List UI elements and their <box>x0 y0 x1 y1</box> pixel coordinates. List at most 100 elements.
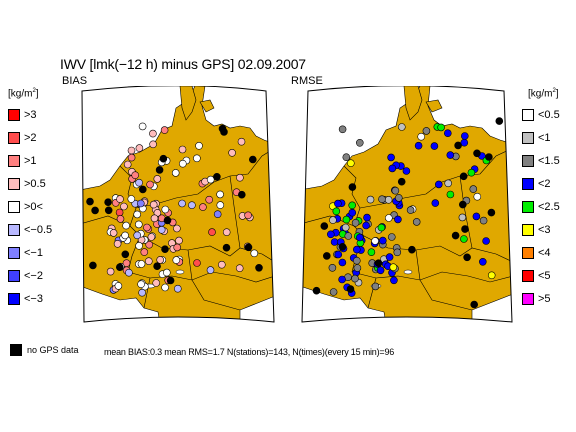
no-data-station-marker <box>255 264 263 272</box>
station-marker <box>346 159 355 167</box>
station-marker <box>152 279 160 287</box>
station-marker <box>216 190 224 199</box>
unit-label-left: [kg/m2] <box>8 88 39 100</box>
no-data-station-marker <box>322 252 331 260</box>
no-data-station-marker <box>244 243 253 252</box>
station-marker <box>351 274 359 283</box>
bias-legend-swatch <box>8 224 20 236</box>
no-data-station-marker <box>138 185 147 194</box>
no-data-station-marker <box>222 243 231 252</box>
rmse-legend-item: <2 <box>522 177 551 191</box>
station-marker <box>388 164 397 173</box>
station-marker <box>402 167 411 175</box>
station-marker <box>338 258 347 267</box>
no-data-station-marker <box>153 262 161 270</box>
rmse-map <box>301 86 513 323</box>
bias-legend-swatch <box>8 293 20 305</box>
station-marker <box>467 168 476 177</box>
station-marker <box>193 259 201 267</box>
bias-legend-item: >1 <box>8 154 37 168</box>
station-marker <box>218 260 226 269</box>
bias-legend-swatch <box>8 270 20 282</box>
bias-legend-label: <−3 <box>24 293 43 305</box>
station-marker <box>385 214 393 222</box>
no-data-station-marker <box>104 198 112 206</box>
station-marker <box>121 231 129 240</box>
no-data-station-marker <box>408 245 416 254</box>
bias-legend-swatch <box>8 178 20 190</box>
no-data-station-marker <box>459 172 468 181</box>
station-marker <box>371 237 379 245</box>
station-marker <box>431 199 440 207</box>
station-marker <box>216 201 225 209</box>
station-marker <box>149 140 157 149</box>
station-marker <box>174 284 182 293</box>
station-marker <box>173 224 181 233</box>
rmse-legend-swatch <box>522 270 534 282</box>
station-marker <box>344 232 353 240</box>
station-marker <box>332 207 341 216</box>
map-title: IWV [lmk(−12 h) minus GPS] 02.09.2007 <box>60 56 306 72</box>
station-marker <box>206 266 215 274</box>
rmse-legend-item: <3 <box>522 223 551 237</box>
summary-stats: mean BIAS:0.3 mean RMS=1.7 N(stations)=1… <box>104 347 395 357</box>
station-marker <box>135 178 143 187</box>
station-marker <box>235 264 244 272</box>
no-data-station-marker <box>104 206 113 215</box>
station-marker <box>131 171 140 179</box>
station-marker <box>367 248 376 256</box>
bias-legend-item: >0.5 <box>8 177 46 191</box>
station-marker <box>379 236 387 245</box>
station-marker <box>377 223 386 232</box>
station-marker <box>329 216 337 224</box>
rmse-legend-label: <1.5 <box>538 155 560 167</box>
rmse-legend-label: >5 <box>538 293 551 305</box>
no-gps-swatch <box>10 344 22 356</box>
no-data-station-marker <box>161 245 169 253</box>
station-marker <box>446 151 455 159</box>
bias-legend-swatch <box>8 109 20 121</box>
rmse-legend-item: <4 <box>522 246 551 260</box>
station-marker <box>328 264 337 272</box>
station-marker <box>208 228 216 236</box>
station-marker <box>362 221 370 230</box>
no-data-station-marker <box>320 222 329 230</box>
station-marker <box>366 195 375 204</box>
station-marker <box>482 237 490 245</box>
no-data-station-marker <box>89 261 97 270</box>
station-marker <box>348 208 357 217</box>
rmse-legend-swatch <box>522 132 534 144</box>
no-data-station-marker <box>163 216 172 225</box>
rmse-legend-item: <1 <box>522 131 551 145</box>
station-marker <box>444 129 452 138</box>
no-gps-legend: no GPS data <box>10 344 79 356</box>
no-data-station-marker <box>159 154 168 163</box>
no-data-station-marker <box>451 231 460 240</box>
rmse-legend-item: <1.5 <box>522 154 560 168</box>
no-data-station-marker <box>213 173 221 181</box>
no-data-station-marker <box>454 141 462 150</box>
station-marker <box>138 122 147 131</box>
station-marker <box>178 145 187 154</box>
rmse-legend-label: <4 <box>538 247 551 259</box>
station-marker <box>479 258 487 266</box>
station-marker <box>390 276 398 285</box>
bias-legend-label: <−0.5 <box>24 224 53 236</box>
rmse-legend-item: <5 <box>522 269 551 283</box>
station-marker <box>175 236 183 245</box>
station-marker <box>205 195 213 204</box>
no-data-station-marker <box>397 177 406 186</box>
rmse-panel-label: RMSE <box>291 75 323 87</box>
station-marker <box>461 132 469 140</box>
station-marker <box>156 256 164 264</box>
bias-legend-item: >2 <box>8 131 37 145</box>
station-marker <box>422 127 431 135</box>
station-marker <box>127 153 136 162</box>
rmse-legend-label: <0.5 <box>538 109 560 121</box>
station-marker <box>213 210 222 218</box>
station-marker <box>178 199 186 208</box>
no-data-station-marker <box>220 128 228 136</box>
station-marker <box>385 253 394 261</box>
no-data-station-marker <box>473 149 481 158</box>
station-marker <box>127 146 136 155</box>
